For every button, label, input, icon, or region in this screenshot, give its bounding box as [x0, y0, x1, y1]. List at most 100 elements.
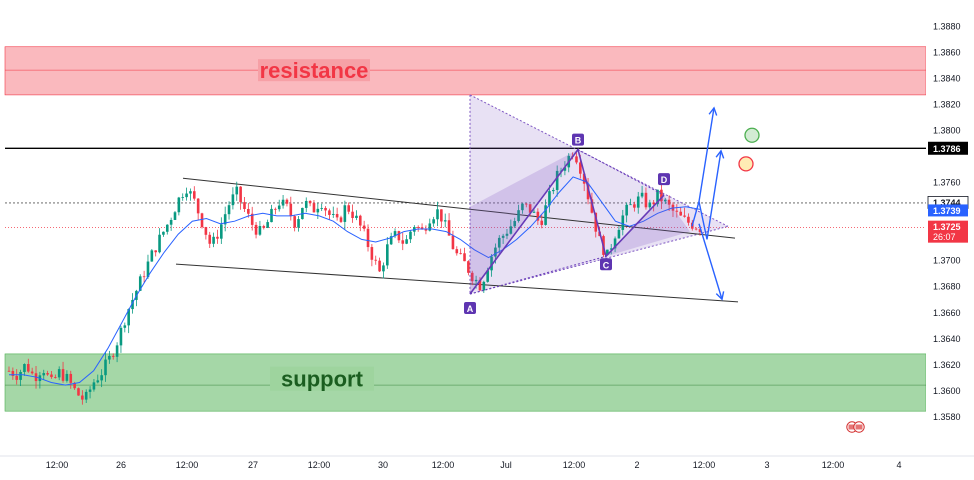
- candle-body: [208, 234, 212, 244]
- triangle-pattern-area[interactable]: [470, 94, 728, 295]
- arrow-down-head: [715, 291, 725, 301]
- candle-body: [73, 382, 76, 389]
- support-zone[interactable]: [4, 353, 927, 412]
- target-mid-marker[interactable]: [738, 156, 754, 172]
- time-tick-label: 30: [378, 460, 388, 470]
- candle-body: [582, 173, 586, 184]
- candle-body: [339, 217, 343, 222]
- candle-body: [227, 205, 231, 215]
- candle-body: [42, 373, 46, 376]
- candle-body: [440, 209, 443, 222]
- price-tick-label: 1.3760: [933, 178, 961, 188]
- candle-body: [297, 219, 300, 228]
- candle-body: [536, 211, 540, 221]
- pattern-point-a[interactable]: A: [464, 302, 476, 315]
- pattern-point-badge: [658, 173, 670, 186]
- forecast-arrows[interactable]: [691, 106, 725, 301]
- price-badge-bg: [928, 204, 968, 217]
- arrow-up-main-head: [708, 106, 718, 116]
- candle-body: [617, 229, 621, 239]
- moving-average-line: [9, 176, 701, 386]
- candle-body: [223, 214, 227, 225]
- candle-body: [84, 391, 88, 400]
- level-price-badge[interactable]: 1.3786: [928, 141, 968, 155]
- pattern-point-b[interactable]: B: [572, 133, 584, 146]
- candle-body: [270, 208, 273, 223]
- candle-body: [235, 186, 239, 195]
- candle-body: [57, 369, 61, 378]
- candle-body: [304, 200, 308, 208]
- candle-body: [104, 359, 107, 376]
- resistance-zone[interactable]: [4, 46, 927, 96]
- target-up-marker[interactable]: [744, 127, 760, 143]
- candle-body: [216, 236, 219, 239]
- arrow-up-secondary-head: [715, 149, 725, 159]
- arrow-down[interactable]: [698, 223, 723, 300]
- price-tick-label: 1.3680: [933, 282, 961, 292]
- candle-body: [497, 237, 501, 248]
- price-tick-label: 1.3820: [933, 100, 961, 110]
- candle-body: [490, 256, 493, 271]
- time-tick-label: 12:00: [432, 460, 455, 470]
- target-markers[interactable]: [738, 127, 760, 172]
- price-tick-label: 1.3600: [933, 386, 961, 396]
- candle-body: [683, 215, 686, 217]
- countdown-text: 26:07: [933, 232, 956, 242]
- candle-body: [231, 194, 235, 206]
- arrow-up-secondary[interactable]: [698, 150, 722, 240]
- candle-body: [621, 215, 625, 230]
- level-badge-text: 1.3786: [933, 144, 961, 154]
- candle-body: [343, 205, 347, 222]
- candle-body: [169, 219, 173, 225]
- candle-body: [200, 213, 204, 228]
- candle-body: [521, 203, 524, 211]
- candle-body: [23, 364, 26, 372]
- candle-body: [146, 261, 150, 278]
- zones-layer: resistance support: [4, 46, 927, 412]
- candle-body: [629, 204, 632, 206]
- candle-body: [524, 203, 528, 205]
- candle-body: [50, 374, 53, 378]
- channel-upper-line[interactable]: [182, 177, 736, 239]
- time-tick-label: Jul: [500, 460, 512, 470]
- candle-body: [204, 227, 208, 235]
- pattern-point-d[interactable]: D: [658, 173, 670, 186]
- candle-body: [355, 215, 358, 218]
- candle-body: [575, 156, 578, 163]
- candle-body: [308, 200, 312, 204]
- price-badge-text: 1.3744: [933, 198, 961, 208]
- economic-event-icons[interactable]: [846, 421, 865, 433]
- time-tick-label: 12:00: [822, 460, 845, 470]
- pattern-point-c[interactable]: C: [600, 258, 612, 271]
- candle-body: [644, 192, 648, 208]
- candle-body: [555, 170, 559, 190]
- candle-body: [77, 388, 80, 396]
- candle-body: [544, 205, 547, 225]
- candle-body: [351, 211, 354, 218]
- candle-body: [142, 276, 146, 278]
- time-tick-label: 3: [764, 460, 769, 470]
- time-axis[interactable]: 12:00 26 12:00 27 12:00 30 12:00 Jul 12:00 2 12:00…: [0, 455, 974, 475]
- candle-body: [652, 202, 655, 205]
- candle-body: [374, 259, 378, 261]
- resistance-label-bg: [258, 59, 370, 82]
- candle-body: [220, 224, 223, 239]
- candle-body: [69, 373, 73, 383]
- candle-body: [328, 210, 331, 215]
- candle-body: [478, 279, 482, 291]
- price-tick-label: 1.3580: [933, 412, 961, 422]
- price-axis[interactable]: 1.3880 1.3860 1.3840 1.3820 1.3800 1.3760 1.37…: [926, 0, 974, 460]
- price-badge-ma[interactable]: 1.3739: [928, 204, 968, 217]
- candle-body: [447, 220, 451, 236]
- pattern-cd-fill: [606, 195, 690, 257]
- candle-body: [123, 325, 127, 328]
- time-tick-label: 4: [896, 460, 901, 470]
- candle-body: [347, 205, 351, 212]
- abcd-pattern[interactable]: A B C D: [464, 133, 690, 315]
- channel-lines[interactable]: [175, 177, 739, 303]
- channel-lower-line[interactable]: [175, 263, 739, 303]
- candle-body: [405, 239, 408, 244]
